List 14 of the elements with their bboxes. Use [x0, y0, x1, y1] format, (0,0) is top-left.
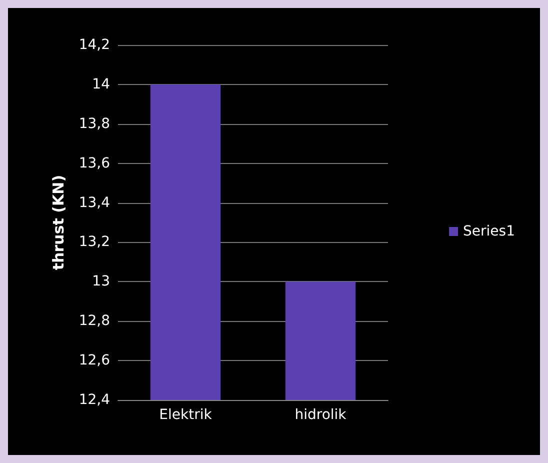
y-tick-label: 13,4	[78, 194, 110, 211]
y-tick-label: 14	[92, 76, 110, 92]
y-tick-label: 14,2	[78, 37, 110, 53]
y-tick-label: 12,8	[78, 313, 110, 330]
y-tick-label: 12,6	[78, 352, 110, 369]
x-tick-label: hidrolik	[294, 407, 348, 423]
y-tick-label: 13,8	[78, 116, 110, 132]
y-tick-label: 13	[92, 274, 110, 290]
x-tick-label: Elektrik	[159, 407, 213, 423]
legend-label: Series1	[463, 224, 516, 240]
y-tick-label: 12,4	[78, 392, 110, 408]
y-axis-title: thrust (KN)	[50, 174, 68, 270]
y-tick-label: 13,6	[78, 155, 110, 172]
y-tick-label: 13,2	[78, 234, 110, 250]
